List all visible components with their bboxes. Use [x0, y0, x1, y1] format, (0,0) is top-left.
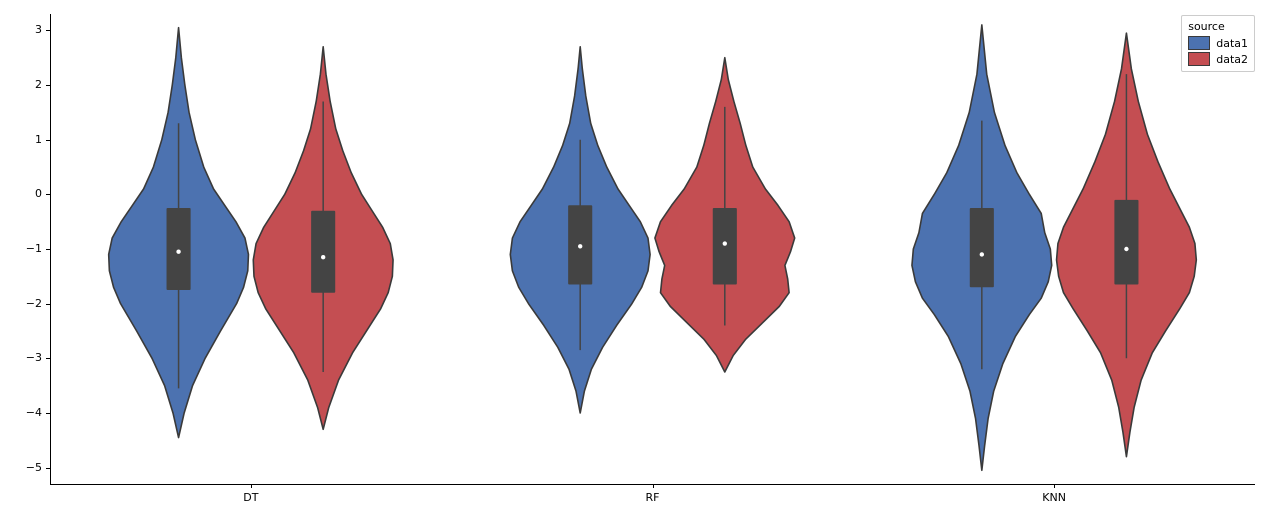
y-tick-label: −5 [26, 461, 42, 474]
y-tick [46, 468, 50, 469]
legend-swatch [1188, 52, 1210, 66]
y-tick-label: 0 [35, 187, 42, 200]
legend-label: data1 [1216, 37, 1248, 50]
y-tick [46, 85, 50, 86]
median-dot [723, 241, 727, 245]
legend: source data1 data2 [1181, 15, 1255, 72]
y-tick [46, 413, 50, 414]
median-dot [176, 250, 180, 254]
inner-box [167, 208, 191, 290]
legend-title: source [1188, 20, 1248, 33]
median-dot [980, 252, 984, 256]
x-tick [653, 484, 654, 488]
median-dot [578, 244, 582, 248]
inner-box [1114, 200, 1138, 285]
legend-item: data1 [1188, 35, 1248, 51]
x-tick [251, 484, 252, 488]
legend-label: data2 [1216, 53, 1248, 66]
y-tick [46, 358, 50, 359]
y-tick-label: 3 [35, 23, 42, 36]
y-tick [46, 249, 50, 250]
y-tick-label: −3 [26, 351, 42, 364]
y-tick-label: −4 [26, 406, 42, 419]
y-tick-label: 1 [35, 133, 42, 146]
y-tick [46, 30, 50, 31]
x-tick-label: KNN [1034, 491, 1074, 504]
legend-swatch [1188, 36, 1210, 50]
inner-box [713, 208, 737, 285]
violin-chart-figure: −5 −4 −3 −2 −1 0 1 2 3 DT RF KNN source data1 data2 [0, 0, 1273, 521]
legend-item: data2 [1188, 51, 1248, 67]
x-tick [1054, 484, 1055, 488]
inner-box [970, 208, 994, 287]
y-tick-label: 2 [35, 78, 42, 91]
y-tick [46, 194, 50, 195]
y-tick [46, 304, 50, 305]
y-tick-label: −2 [26, 297, 42, 310]
y-tick [46, 140, 50, 141]
inner-box [311, 211, 335, 293]
violin-svg-layer [0, 0, 1273, 521]
median-dot [321, 255, 325, 259]
x-tick-label: RF [633, 491, 673, 504]
y-tick-label: −1 [26, 242, 42, 255]
median-dot [1124, 247, 1128, 251]
x-tick-label: DT [231, 491, 271, 504]
